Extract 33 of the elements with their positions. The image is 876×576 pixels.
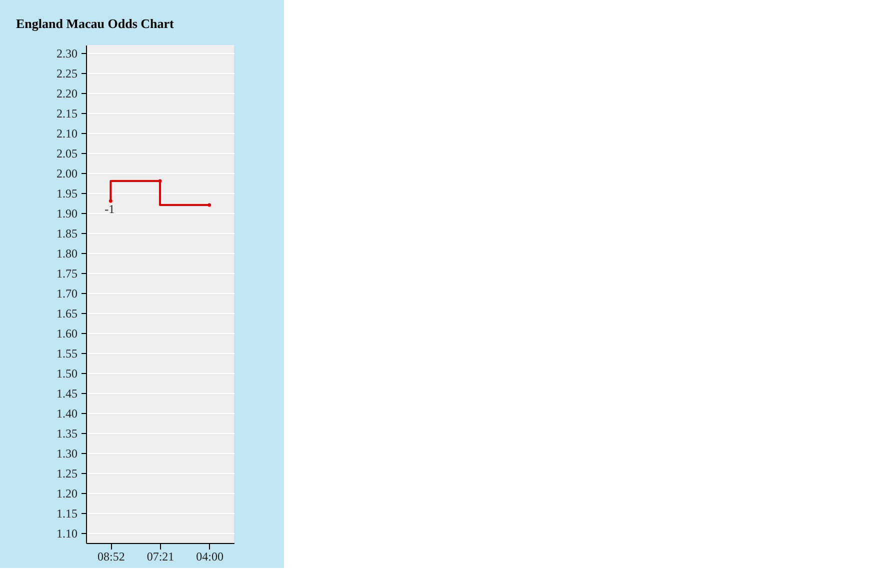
y-tick-label: 1.50	[56, 366, 78, 380]
y-tick-label: 2.20	[56, 86, 78, 100]
y-tick-label: 1.75	[56, 266, 78, 280]
y-tick-label: 1.40	[56, 406, 78, 420]
y-tick-label: 1.70	[56, 286, 78, 300]
y-tick-label: 1.35	[56, 426, 78, 440]
y-tick-label: 2.10	[56, 126, 78, 140]
y-tick-label: 1.15	[56, 506, 78, 520]
y-tick-label: 1.65	[56, 306, 78, 320]
y-tick-label: 1.85	[56, 226, 78, 240]
point	[208, 203, 212, 207]
y-tick-label: 1.95	[56, 186, 78, 200]
chart-title: England Macau Odds Chart	[16, 16, 175, 31]
point	[108, 199, 112, 203]
y-tick-label: 1.10	[56, 526, 78, 540]
y-tick-label: 1.25	[56, 466, 78, 480]
y-tick-label: 1.80	[56, 246, 78, 260]
y-tick-label: 2.05	[56, 146, 78, 160]
y-tick-label: 2.30	[56, 46, 78, 60]
x-tick-label: 08:52	[97, 550, 125, 564]
y-tick-label: 2.00	[56, 166, 78, 180]
y-tick-label: 1.55	[56, 346, 78, 360]
y-tick-label: 1.45	[56, 386, 78, 400]
x-tick-label: 07:21	[146, 550, 174, 564]
y-tick-label: 2.15	[56, 106, 78, 120]
point	[158, 179, 162, 183]
y-tick-label: 1.90	[56, 206, 78, 220]
y-tick-label: 1.30	[56, 446, 78, 460]
y-tick-label: 1.20	[56, 486, 78, 500]
x-tick-label: 04:00	[196, 550, 224, 564]
annotation: -1	[104, 202, 115, 216]
y-tick-label: 2.25	[56, 66, 78, 80]
y-tick-label: 1.60	[56, 326, 78, 340]
